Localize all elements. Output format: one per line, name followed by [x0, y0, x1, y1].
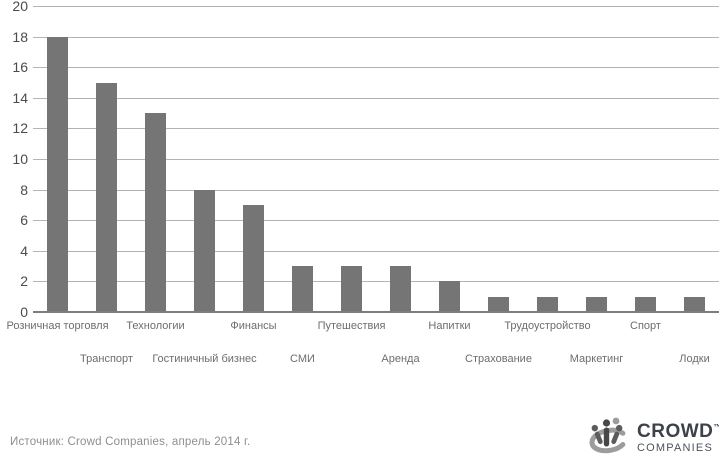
gridline [33, 6, 719, 7]
x-tick-label: Путешествия [317, 320, 386, 332]
x-tick-label: Страхование [465, 353, 532, 365]
bar [96, 82, 117, 312]
logo-subname: COMPANIES [637, 441, 713, 454]
bar [341, 266, 362, 312]
x-tick-label: Лодки [679, 353, 710, 365]
x-tick-label: СМИ [290, 353, 315, 365]
y-tick-label: 8 [20, 181, 28, 198]
bar [194, 189, 215, 312]
y-tick-label: 10 [12, 151, 28, 167]
bar [635, 296, 656, 312]
bar [390, 266, 411, 312]
bar [586, 296, 607, 312]
y-tick-label: 0 [20, 304, 28, 320]
y-tick-label: 14 [12, 89, 28, 106]
x-tick-label: Финансы [230, 320, 277, 332]
trademark-symbol: ™ [713, 422, 719, 432]
y-tick-label: 20 [12, 0, 28, 14]
logo-name: CROWD™ [637, 422, 719, 441]
x-tick-label: Аренда [381, 353, 420, 365]
y-tick-label: 6 [20, 212, 28, 229]
y-tick-label: 18 [12, 28, 28, 45]
crowd-companies-logo: CROWD™ COMPANIES [586, 414, 719, 458]
gridline [33, 36, 719, 38]
bar [488, 296, 509, 312]
bar [243, 204, 264, 312]
source-note: Источник: Crowd Companies, апрель 2014 г… [10, 436, 251, 448]
bar [537, 296, 558, 312]
gridline [33, 128, 719, 130]
x-tick-label: Технологии [126, 320, 185, 332]
x-tick-label: Напитки [428, 320, 471, 332]
x-tick-label: Транспорт [80, 353, 133, 365]
y-tick-label: 4 [20, 242, 28, 259]
gridline [33, 220, 719, 222]
x-tick-label: Гостиничный бизнес [152, 353, 257, 365]
x-tick-label: Розничная торговля [6, 320, 109, 332]
crowd-people-circle-icon [586, 414, 630, 458]
y-tick-label: 12 [12, 120, 28, 137]
gridline [33, 67, 719, 69]
gridline [33, 97, 719, 99]
gridline [33, 281, 719, 283]
bar [684, 296, 705, 312]
y-tick-label: 16 [12, 59, 28, 76]
bar [47, 36, 68, 312]
x-tick-label: Маркетинг [569, 353, 624, 365]
gridline [33, 250, 719, 252]
x-tick-label: Трудоустройство [504, 320, 591, 332]
x-tick-label: Спорт [630, 320, 661, 332]
gridline [33, 189, 719, 191]
y-tick-label: 2 [20, 273, 28, 290]
gridline [33, 159, 719, 160]
bar [439, 281, 460, 312]
x-axis-line [33, 311, 719, 313]
bar [145, 113, 166, 312]
bar [292, 266, 313, 312]
logo-text: CROWD™ COMPANIES [637, 422, 719, 454]
